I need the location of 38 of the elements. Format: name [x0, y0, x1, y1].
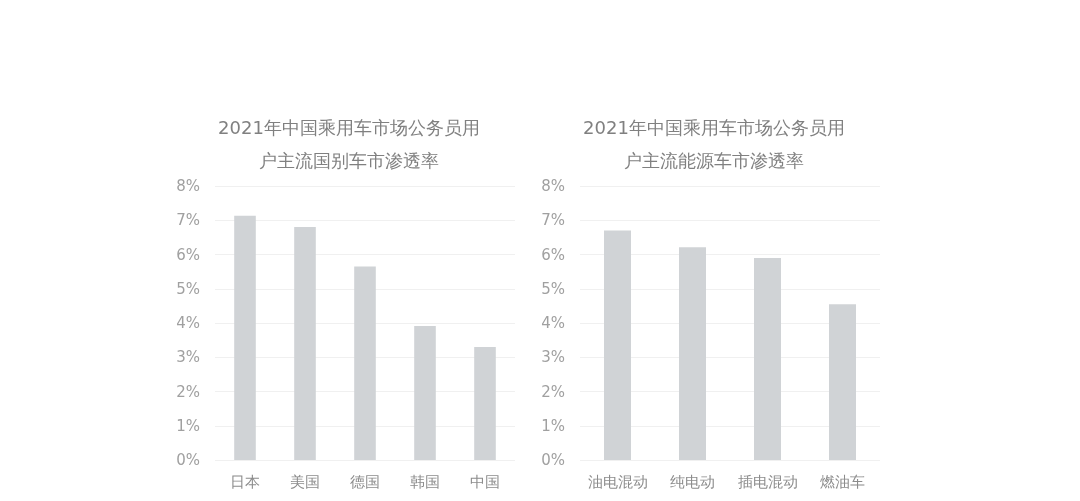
x-tick-label: 美国: [290, 472, 320, 491]
y-tick-label: 5%: [176, 279, 200, 298]
y-tick-label: 6%: [176, 245, 200, 264]
bar: [414, 326, 436, 460]
bar: [754, 257, 781, 460]
y-tick-label: 8%: [176, 177, 200, 195]
chart-title: 2021年中国乘用车市场公务员用户主流能源车市渗透率: [583, 117, 845, 171]
y-tick-label: 4%: [176, 314, 200, 332]
y-tick-label: 7%: [541, 211, 565, 230]
x-tick-label: 燃油车: [820, 472, 865, 491]
x-tick-label: 纯电动: [670, 472, 715, 491]
bar: [474, 346, 496, 460]
x-tick-label: 中国: [470, 472, 500, 491]
bar: [679, 247, 706, 460]
bar: [294, 227, 316, 460]
bar: [354, 266, 376, 460]
y-tick-label: 2%: [541, 382, 565, 401]
y-tick-label: 1%: [176, 416, 200, 435]
y-tick-label: 3%: [176, 348, 200, 367]
bar: [604, 230, 631, 460]
bar: [829, 304, 856, 460]
y-tick-label: 3%: [541, 348, 565, 367]
y-tick-label: 5%: [541, 279, 565, 298]
y-tick-label: 0%: [541, 451, 565, 469]
bar: [234, 215, 256, 460]
x-tick-label: 德国: [350, 472, 380, 491]
y-tick-label: 1%: [541, 416, 565, 435]
y-tick-label: 7%: [176, 211, 200, 230]
y-tick-label: 4%: [541, 314, 565, 332]
x-tick-label: 油电混动: [587, 472, 648, 491]
y-tick-label: 2%: [176, 382, 200, 401]
x-tick-label: 插电混动: [737, 472, 798, 491]
y-tick-label: 0%: [176, 451, 200, 469]
x-tick-label: 韩国: [410, 472, 440, 491]
y-tick-label: 6%: [541, 245, 565, 264]
y-tick-label: 8%: [541, 177, 565, 195]
x-tick-label: 日本: [230, 472, 260, 491]
chart-title: 2021年中国乘用车市场公务员用户主流国别车市渗透率: [218, 117, 480, 171]
